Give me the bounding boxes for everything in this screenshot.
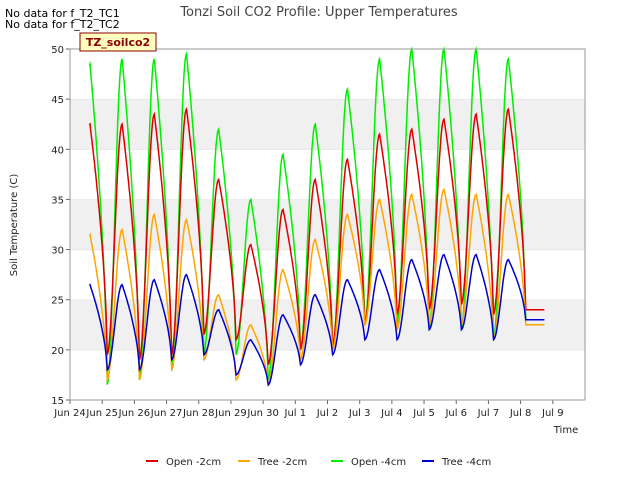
y-axis-ticks: 15 20 25 30 35 40 45 50 [51,45,70,407]
x-tick-label-10: Jul 4 [380,408,403,419]
x-tick-label-4: Jun 28 [182,408,215,419]
series-line-open-4cm [88,46,545,385]
legend: Open -2cm Tree -2cm Open -4cm Tree -4cm [146,457,491,468]
y-tick-label-7: 50 [51,45,64,56]
x-axis-label: Time [553,425,578,436]
legend-label-2: Open -4cm [351,457,406,468]
y-tick-label-2: 25 [51,296,64,307]
band-6 [70,49,585,100]
series-line-tree-4cm [89,253,545,387]
x-tick-label-12: Jul 6 [444,408,467,419]
series-lines [88,46,545,388]
x-tick-label-1: Jun 25 [85,408,118,419]
legend-label-3: Tree -4cm [441,457,491,468]
band-5 [70,99,585,150]
tag-box-bg [79,32,157,52]
x-tick-label-0: Jun 24 [53,408,86,419]
legend-label-0: Open -2cm [166,457,221,468]
y-tick-label-5: 40 [51,145,64,156]
y-tick-label-4: 35 [51,195,64,206]
x-tick-label-15: Jul 9 [541,408,564,419]
x-axis-ticks: Jun 24 Jun 25 Jun 26 Jun 27 Jun 28 Jun 29 Jun … [53,400,564,419]
series-line-tree-2cm [88,187,545,388]
y-tick-label-0: 15 [51,396,64,407]
x-tick-label-13: Jul 7 [477,408,500,419]
x-tick-label-8: Jul 2 [316,408,339,419]
tag-label: TZ_soilco2 [86,36,150,49]
x-tick-label-6: Jun 30 [246,408,279,419]
y-tick-label-6: 45 [51,95,64,106]
y-tick-label-3: 30 [51,246,64,257]
chart-title: Tonzi Soil CO2 Profile: Upper Temperatur… [179,5,458,20]
series-line-open-2cm [88,106,545,365]
x-tick-label-3: Jun 27 [150,408,183,419]
no-data-note-1: No data for f_T2_TC1 [5,7,120,20]
x-tick-label-11: Jul 5 [412,408,435,419]
no-data-note-2: No data for f_T2_TC2 [5,18,120,31]
legend-label-1: Tree -2cm [257,457,307,468]
x-tick-label-9: Jul 3 [348,408,371,419]
x-tick-label-7: Jul 1 [284,408,307,419]
y-axis-label: Soil Temperature (C) [9,174,20,277]
x-tick-label-5: Jun 29 [214,408,247,419]
x-tick-label-14: Jul 8 [509,408,532,419]
x-tick-label-2: Jun 26 [118,408,151,419]
tag-box: TZ_soilco2 [79,32,157,52]
band-0 [70,349,585,400]
y-tick-label-1: 20 [51,346,64,357]
band-4 [70,149,585,200]
plot-frame [69,48,586,401]
